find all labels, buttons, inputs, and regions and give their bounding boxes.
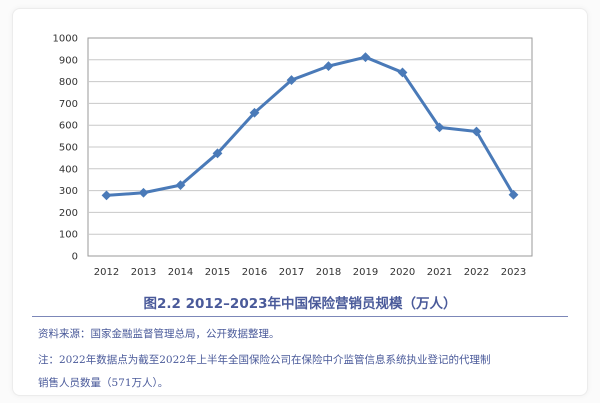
x-tick-label-2015: 2015 (205, 267, 230, 278)
y-tick-label-900: 900 (59, 55, 78, 66)
y-tick-label-800: 800 (59, 77, 78, 88)
data-point-2014 (175, 180, 186, 191)
caption-divider (32, 316, 568, 317)
x-axis-tick-labels: 2012 2013 2014 2015 2016 2017 2018 2019 2020 2021… (94, 267, 526, 278)
x-tick-label-2018: 2018 (316, 267, 341, 278)
x-tick-label-2013: 2013 (131, 267, 156, 278)
data-point-2018 (323, 61, 334, 72)
footnote-line-2: 销售人员数量（571万人）。 (38, 377, 169, 389)
data-point-2012 (101, 190, 112, 201)
x-tick-label-2019: 2019 (353, 267, 378, 278)
series-layer (101, 52, 519, 201)
x-tick-label-2016: 2016 (242, 267, 267, 278)
data-point-2016 (249, 107, 260, 118)
y-tick-label-400: 400 (59, 164, 78, 175)
data-point-2013 (138, 187, 149, 198)
y-axis-tick-labels: 0 100 200 300 400 500 600 700 800 900 1000 (53, 34, 78, 263)
x-tick-label-2023: 2023 (501, 267, 526, 278)
y-tick-label-300: 300 (59, 186, 78, 197)
gridlines (88, 59, 532, 235)
x-tick-label-2021: 2021 (427, 267, 452, 278)
y-tick-label-600: 600 (59, 121, 78, 132)
data-point-2017 (286, 75, 297, 85)
x-tick-label-2022: 2022 (464, 267, 489, 278)
data-point-2015 (212, 148, 223, 159)
y-tick-label-1000: 1000 (53, 34, 78, 45)
y-tick-label-100: 100 (59, 230, 78, 241)
figure-card (12, 8, 588, 396)
chart-title: 图2.2 2012–2023年中国保险营销员规模（万人） (143, 296, 457, 312)
footnote-line-1: 注：2022年数据点为截至2022年上半年全国保险公司在保险中介监管信息系统执业… (38, 354, 491, 366)
data-point-2022 (471, 126, 482, 137)
x-tick-label-2020: 2020 (390, 267, 415, 278)
x-tick-label-2014: 2014 (168, 267, 193, 278)
x-tick-label-2012: 2012 (94, 267, 119, 278)
source-note: 资料来源：国家金融监督管理总局，公开数据整理。 (38, 328, 280, 340)
y-tick-label-500: 500 (59, 143, 78, 154)
y-tick-label-0: 0 (72, 252, 78, 263)
data-point-2021 (434, 122, 445, 133)
y-tick-label-700: 700 (59, 99, 78, 110)
series-line-0 (105, 55, 515, 197)
y-tick-label-200: 200 (59, 208, 78, 219)
data-point-2020 (397, 67, 408, 78)
data-point-2019 (360, 52, 371, 63)
data-point-2023 (508, 189, 519, 200)
x-tick-label-2017: 2017 (279, 267, 304, 278)
